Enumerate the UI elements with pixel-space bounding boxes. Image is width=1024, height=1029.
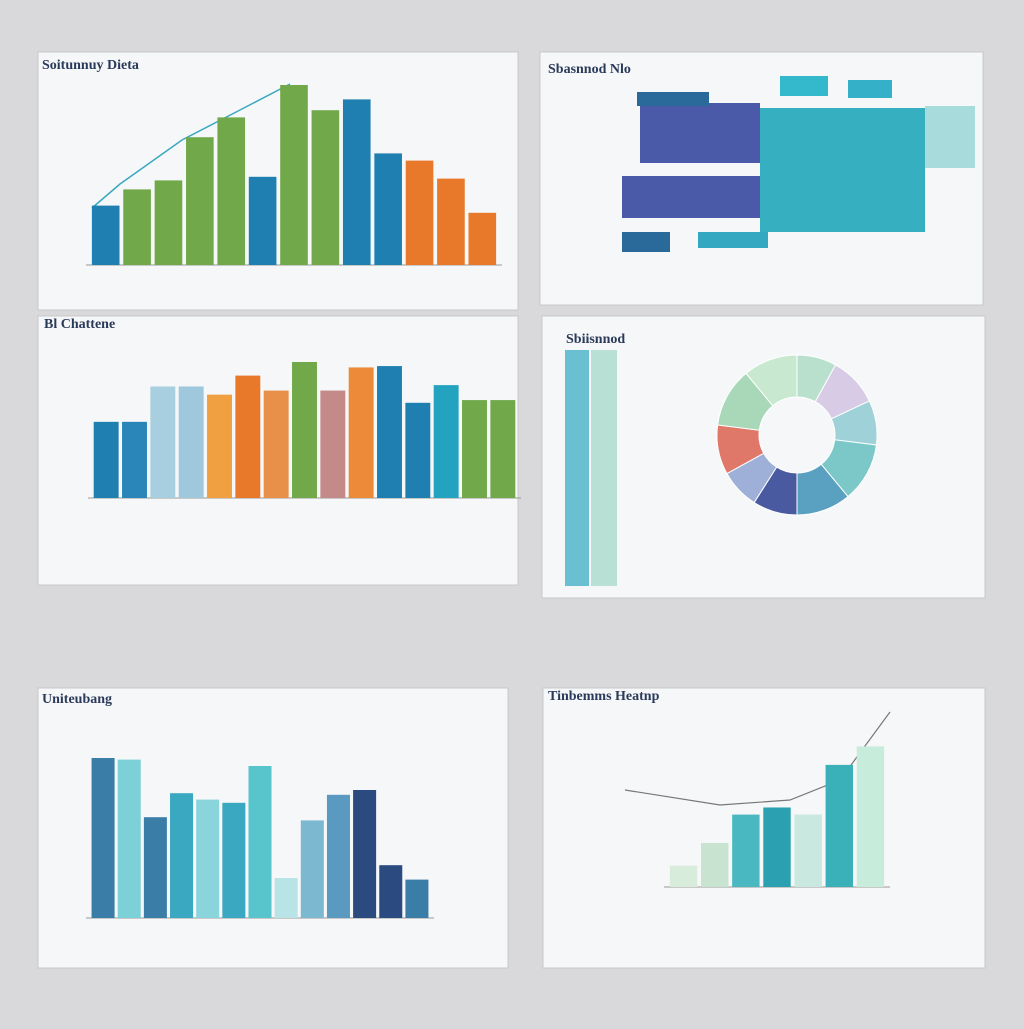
bar	[93, 421, 119, 498]
bar	[374, 153, 402, 265]
block	[925, 106, 975, 168]
bar	[186, 137, 214, 265]
bar	[196, 799, 220, 918]
bar	[154, 180, 183, 265]
bar	[150, 386, 176, 498]
block	[698, 232, 768, 248]
bar	[669, 865, 698, 887]
strip	[565, 350, 589, 586]
bar	[207, 394, 232, 498]
block	[622, 232, 670, 252]
block	[760, 108, 925, 232]
bar	[292, 362, 317, 498]
side-strip	[565, 350, 617, 586]
bar	[217, 117, 246, 266]
bar	[462, 400, 487, 498]
block	[848, 80, 892, 98]
bar	[490, 400, 516, 498]
bar	[342, 99, 371, 266]
bar	[379, 865, 403, 918]
bar	[274, 878, 298, 918]
bar	[732, 814, 760, 887]
panel-title: Uniteubang	[42, 692, 112, 707]
bar	[235, 375, 261, 498]
bar	[405, 160, 434, 265]
bar	[468, 212, 497, 265]
heatmap-blocks	[622, 76, 975, 252]
bar	[123, 189, 151, 265]
block	[637, 92, 709, 106]
bar	[763, 807, 791, 887]
bar	[170, 793, 194, 918]
bar	[326, 794, 350, 918]
bar	[320, 390, 346, 498]
block	[640, 103, 760, 163]
bar	[405, 879, 429, 918]
bar	[311, 110, 340, 265]
panel-title: Tinbemms Heatnp	[548, 689, 660, 704]
bar	[91, 205, 120, 265]
trend-line	[91, 83, 291, 209]
bar	[377, 366, 402, 498]
bar	[248, 176, 277, 265]
bar	[701, 842, 729, 887]
panel-title: Sbasnnod Nlo	[548, 62, 631, 77]
bar	[433, 385, 459, 498]
bar	[222, 802, 246, 918]
bar	[405, 402, 431, 498]
bar	[143, 817, 167, 918]
bar	[348, 367, 374, 498]
bar	[248, 766, 272, 918]
block	[622, 176, 760, 218]
bar	[117, 759, 141, 918]
bar	[178, 386, 204, 498]
bar	[280, 85, 308, 265]
strip	[591, 350, 617, 586]
bar	[122, 421, 147, 498]
bar	[263, 390, 289, 498]
panel-title: Soitunnuy Dieta	[42, 58, 139, 73]
trend-line	[624, 711, 891, 806]
bar	[794, 814, 822, 887]
bar	[856, 746, 885, 887]
bar	[825, 764, 853, 887]
block	[780, 76, 828, 96]
bar	[353, 790, 377, 918]
bar	[437, 178, 465, 265]
bar	[91, 758, 115, 918]
panel-title: Bl Chattene	[44, 317, 115, 332]
pie-slice	[745, 354, 798, 407]
panel	[37, 687, 509, 969]
bar	[300, 820, 324, 918]
panel-title: Sbiisnnod	[566, 332, 625, 347]
